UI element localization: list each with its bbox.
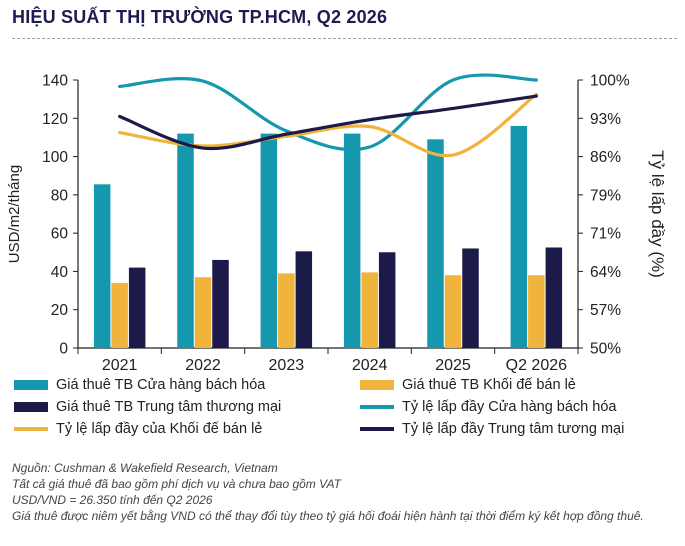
occupancy-mall-line — [118, 94, 538, 151]
bar-mall-2023 — [295, 251, 313, 348]
x-tick-label: 2024 — [352, 357, 388, 374]
legend-swatch-line — [14, 427, 48, 431]
chart-title: HIỆU SUẤT THỊ TRƯỜNG TP.HCM, Q2 2026 — [12, 7, 388, 27]
y-tick-label-left: 20 — [51, 302, 69, 319]
legend-label: Tỷ lệ lấp đầy Cửa hàng bách hóa — [402, 399, 617, 415]
y-tick-label-right: 100% — [590, 73, 630, 90]
y-axis-title-right: Tỷ lệ lấp đầy (%) — [648, 150, 667, 278]
bar-podium-2024 — [361, 272, 378, 348]
chart-legend: Giá thuê TB Cửa hàng bách hóa Giá thuê TB… — [14, 377, 674, 443]
x-tick-label: Q2 2026 — [506, 357, 567, 374]
bar-podium-2021 — [111, 282, 128, 348]
bar-podium-Q2-2026 — [528, 275, 545, 348]
occupancy-retail-line — [118, 73, 538, 152]
bar-mall-2025 — [462, 248, 479, 348]
bar-retail-2024 — [343, 133, 361, 348]
bar-podium-2023 — [278, 273, 295, 348]
y-axis-title-left: USD/m2/tháng — [6, 165, 23, 263]
combo-chart: 0 20 40 60 80 100 120 140 50% 57% 64% 71% 79% 86% 93% 1… — [6, 73, 667, 375]
legend-swatch-line — [360, 405, 394, 409]
currency-note: Giá thuê được niêm yết bằng VND có thể t… — [12, 509, 644, 523]
legend-item: Giá thuê TB Trung tâm thương mại — [14, 399, 281, 415]
bar-mall-2021 — [128, 267, 146, 348]
bar-podium-2025 — [444, 275, 462, 348]
legend-item: Giá thuê TB Cửa hàng bách hóa — [14, 377, 265, 393]
legend-item: Giá thuê TB Khối đế bán lẻ — [360, 377, 576, 393]
legend-swatch-bar — [14, 380, 48, 390]
y-tick-label-right: 86% — [590, 149, 621, 166]
y-tick-label-right: 50% — [590, 341, 621, 358]
vat-note: Tất cả giá thuê đã bao gồm phí dịch vụ v… — [12, 477, 341, 491]
bar-mall-Q2-2026 — [545, 247, 563, 348]
y-tick-label-left: 60 — [51, 226, 69, 243]
legend-label: Giá thuê TB Khối đế bán lẻ — [402, 377, 576, 393]
bar-retail-2021 — [93, 184, 111, 348]
bar-retail-2025 — [427, 139, 444, 348]
y-tick-label-left: 0 — [59, 341, 68, 358]
legend-label: Tỷ lệ lấp đầy của Khối đế bán lẻ — [56, 421, 263, 437]
y-tick-label-right: 93% — [590, 111, 621, 128]
y-tick-label-left: 120 — [42, 111, 68, 128]
source-note: Nguồn: Cushman & Wakefield Research, Vie… — [12, 461, 278, 475]
y-tick-label-left: 40 — [51, 264, 69, 281]
legend-item: Tỷ lệ lấp đầy Trung tâm tương mại — [360, 421, 624, 437]
legend-label: Giá thuê TB Cửa hàng bách hóa — [56, 377, 266, 393]
bar-retail-2023 — [260, 133, 278, 348]
y-tick-label-right: 57% — [590, 302, 621, 319]
bar-mall-2022 — [212, 259, 229, 348]
x-tick-label: 2021 — [102, 357, 138, 374]
legend-swatch-bar — [14, 402, 48, 412]
bar-retail-2022 — [177, 133, 194, 348]
title-divider — [12, 38, 677, 39]
bar-mall-2024 — [378, 252, 396, 348]
x-tick-label: 2023 — [269, 357, 305, 374]
y-tick-label-left: 80 — [51, 187, 69, 204]
legend-item: Tỷ lệ lấp đầy Cửa hàng bách hóa — [360, 399, 616, 415]
y-tick-label-right: 71% — [590, 226, 621, 243]
x-tick-label: 2025 — [435, 357, 471, 374]
legend-label: Giá thuê TB Trung tâm thương mại — [56, 399, 282, 415]
footnotes: Nguồn: Cushman & Wakefield Research, Vie… — [12, 460, 680, 524]
legend-label: Tỷ lệ lấp đầy Trung tâm tương mại — [402, 421, 625, 437]
y-tick-label-right: 64% — [590, 264, 621, 281]
x-tick-label: 2022 — [185, 357, 221, 374]
legend-item: Tỷ lệ lấp đầy của Khối đế bán lẻ — [14, 421, 262, 437]
y-tick-label-left: 100 — [42, 149, 68, 166]
exchange-rate-note: USD/VND = 26.350 tính đến Q2 2026 — [12, 493, 213, 507]
y-tick-label-left: 140 — [42, 73, 68, 90]
legend-swatch-line — [360, 427, 394, 431]
legend-swatch-bar — [360, 380, 394, 390]
bar-podium-2022 — [194, 277, 212, 348]
bar-retail-Q2-2026 — [510, 125, 528, 348]
y-tick-label-right: 79% — [590, 187, 621, 204]
